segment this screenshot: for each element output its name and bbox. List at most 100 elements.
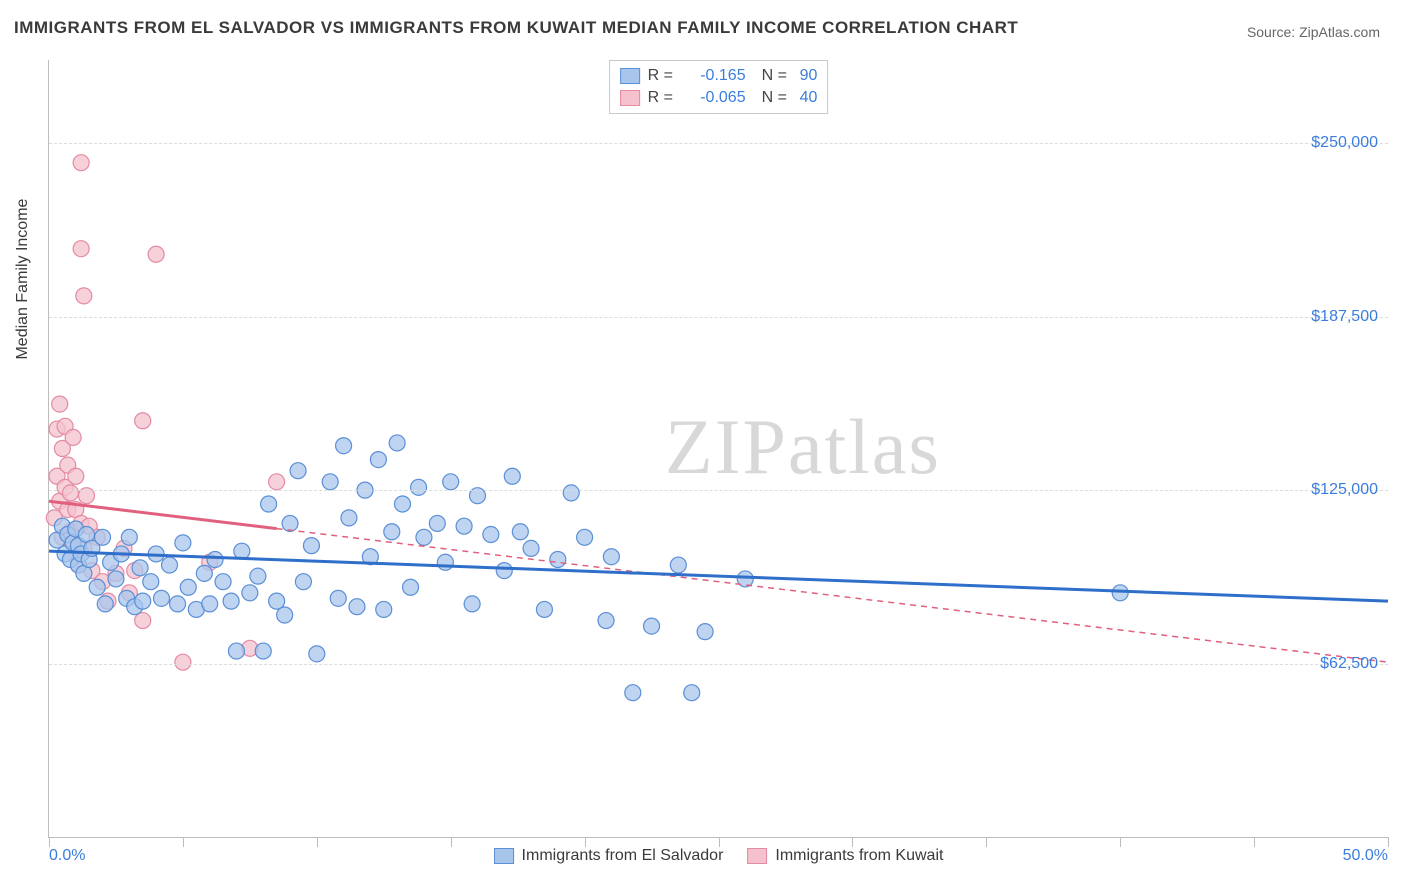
x-tick — [1388, 837, 1389, 847]
scatter-point — [670, 557, 686, 573]
legend-item-kuwait: Immigrants from Kuwait — [747, 847, 943, 865]
x-tick — [719, 837, 720, 847]
n-value-el-salvador: 90 — [800, 67, 818, 85]
scatter-point — [523, 540, 539, 556]
scatter-point — [577, 529, 593, 545]
scatter-point — [52, 396, 68, 412]
scatter-point — [389, 435, 405, 451]
gridline — [49, 664, 1388, 665]
legend-swatch-kuwait — [620, 90, 640, 106]
scatter-point — [330, 590, 346, 606]
scatter-point — [73, 155, 89, 171]
gridline — [49, 317, 1388, 318]
source-link[interactable]: ZipAtlas.com — [1299, 24, 1380, 40]
scatter-point — [496, 563, 512, 579]
scatter-point — [303, 538, 319, 554]
scatter-point — [536, 601, 552, 617]
scatter-point — [223, 593, 239, 609]
scatter-point — [175, 535, 191, 551]
scatter-point — [132, 560, 148, 576]
scatter-point — [416, 529, 432, 545]
y-tick-label: $125,000 — [1311, 481, 1378, 499]
scatter-point — [563, 485, 579, 501]
scatter-point — [437, 554, 453, 570]
scatter-point — [456, 518, 472, 534]
source-attribution: Source: ZipAtlas.com — [1247, 24, 1380, 40]
scatter-point — [73, 241, 89, 257]
scatter-point — [290, 463, 306, 479]
scatter-point — [76, 288, 92, 304]
scatter-point — [349, 599, 365, 615]
scatter-point — [341, 510, 357, 526]
scatter-point — [603, 549, 619, 565]
scatter-point — [394, 496, 410, 512]
scatter-point — [443, 474, 459, 490]
scatter-point — [202, 596, 218, 612]
legend-series: Immigrants from El Salvador Immigrants f… — [494, 847, 944, 865]
legend-label-kuwait: Immigrants from Kuwait — [775, 847, 943, 865]
scatter-point — [255, 643, 271, 659]
scatter-point — [384, 524, 400, 540]
scatter-point — [504, 468, 520, 484]
scatter-point — [550, 552, 566, 568]
scatter-point — [282, 515, 298, 531]
scatter-point — [121, 529, 137, 545]
legend-stats-row-1: R = -0.165 N = 90 — [620, 65, 818, 87]
r-label-2: R = — [648, 89, 682, 107]
chart-title: IMMIGRANTS FROM EL SALVADOR VS IMMIGRANT… — [14, 18, 1018, 38]
y-tick-label: $62,500 — [1320, 655, 1378, 673]
y-tick-label: $187,500 — [1311, 308, 1378, 326]
scatter-point — [403, 579, 419, 595]
scatter-point — [261, 496, 277, 512]
chart-container: IMMIGRANTS FROM EL SALVADOR VS IMMIGRANT… — [0, 0, 1406, 892]
scatter-point — [207, 552, 223, 568]
scatter-point — [135, 613, 151, 629]
scatter-point — [429, 515, 445, 531]
scatter-point — [95, 529, 111, 545]
scatter-point — [464, 596, 480, 612]
scatter-point — [684, 685, 700, 701]
scatter-point — [97, 596, 113, 612]
y-axis-label: Median Family Income — [14, 199, 32, 360]
x-tick — [1254, 837, 1255, 847]
scatter-point — [215, 574, 231, 590]
n-value-kuwait: 40 — [800, 89, 818, 107]
scatter-point — [269, 474, 285, 490]
x-tick — [585, 837, 586, 847]
scatter-point — [65, 429, 81, 445]
scatter-point — [162, 557, 178, 573]
legend-swatch-el-salvador — [620, 68, 640, 84]
x-tick — [183, 837, 184, 847]
scatter-point — [269, 593, 285, 609]
scatter-point — [170, 596, 186, 612]
scatter-point — [242, 585, 258, 601]
scatter-point — [277, 607, 293, 623]
r-label-1: R = — [648, 67, 682, 85]
scatter-point — [411, 479, 427, 495]
source-prefix: Source: — [1247, 24, 1299, 40]
scatter-point — [512, 524, 528, 540]
scatter-point — [175, 654, 191, 670]
gridline — [49, 143, 1388, 144]
x-tick — [986, 837, 987, 847]
y-tick-label: $250,000 — [1311, 134, 1378, 152]
scatter-point — [62, 485, 78, 501]
legend-stats: R = -0.165 N = 90 R = -0.065 N = 40 — [609, 60, 829, 114]
x-tick — [1120, 837, 1121, 847]
x-tick — [317, 837, 318, 847]
scatter-point — [697, 624, 713, 640]
scatter-point — [598, 613, 614, 629]
scatter-point — [196, 565, 212, 581]
scatter-point — [108, 571, 124, 587]
scatter-point — [148, 246, 164, 262]
legend-label-el-salvador: Immigrants from El Salvador — [522, 847, 724, 865]
x-axis-min-label: 0.0% — [49, 847, 85, 865]
legend-stats-row-2: R = -0.065 N = 40 — [620, 87, 818, 109]
scatter-point — [336, 438, 352, 454]
legend-swatch-kuwait-2 — [747, 848, 767, 864]
scatter-point — [135, 413, 151, 429]
scatter-point — [370, 452, 386, 468]
scatter-point — [250, 568, 266, 584]
scatter-point — [135, 593, 151, 609]
scatter-point — [89, 579, 105, 595]
